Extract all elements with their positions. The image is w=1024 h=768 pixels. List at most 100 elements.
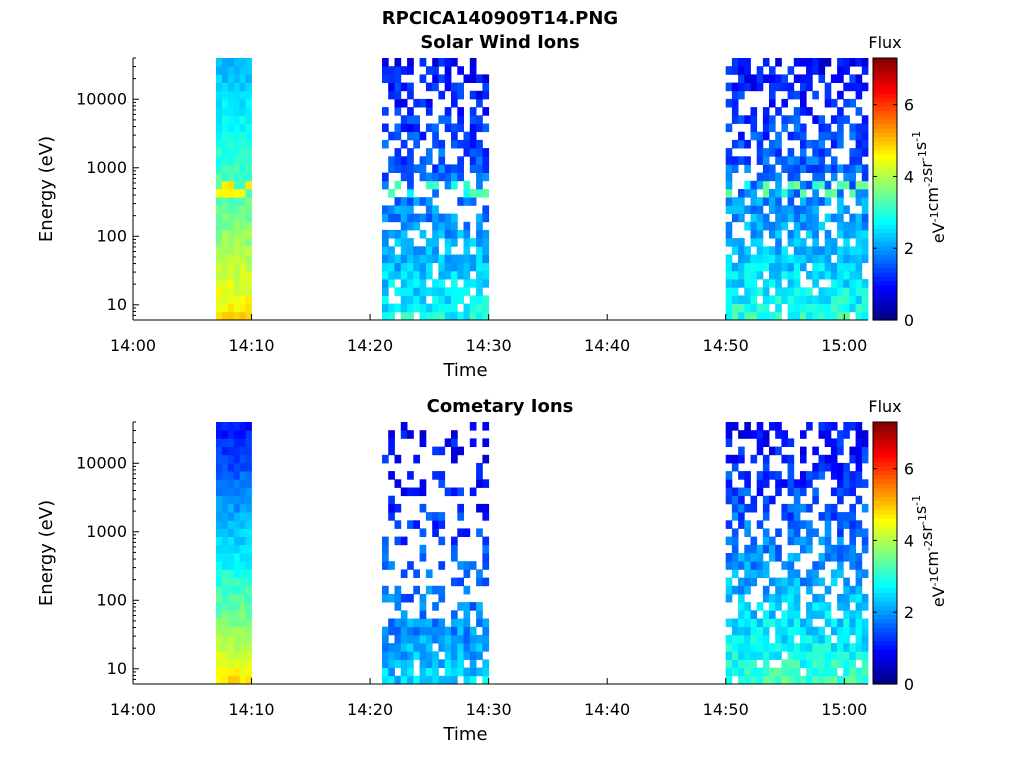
heatmap-cell <box>216 462 223 472</box>
colorbar-segment <box>873 92 897 98</box>
heatmap-cell <box>769 311 776 321</box>
heatmap-cell <box>731 115 739 124</box>
colorbar-title: Flux <box>868 33 901 52</box>
heatmap-cell <box>793 180 801 190</box>
heatmap-cell <box>407 172 414 182</box>
heatmap-cell <box>221 131 229 141</box>
heatmap-cell <box>806 675 813 685</box>
heatmap-cell <box>438 295 446 304</box>
heatmap-cell <box>438 58 446 67</box>
heatmap-cell <box>787 618 795 628</box>
heatmap-cell <box>855 577 863 587</box>
heatmap-cell <box>476 528 483 537</box>
heatmap-cell <box>476 610 483 619</box>
heatmap-cell <box>800 287 807 296</box>
heatmap-cell <box>382 675 389 685</box>
heatmap-cell <box>216 520 223 529</box>
heatmap-cell <box>849 82 856 92</box>
heatmap-cell <box>407 205 414 214</box>
heatmap-cell <box>245 487 252 497</box>
heatmap-cell <box>413 675 420 685</box>
heatmap-cell <box>756 148 764 157</box>
heatmap-cell <box>855 90 863 100</box>
heatmap-cell <box>861 675 869 685</box>
heatmap-cell <box>239 123 246 133</box>
heatmap-cell <box>775 651 782 660</box>
heatmap-cell <box>861 643 869 652</box>
heatmap-cell <box>469 131 477 141</box>
heatmap-cell <box>849 295 856 304</box>
heatmap-cell <box>738 602 745 611</box>
heatmap-cell <box>469 148 477 157</box>
heatmap-cell <box>394 74 402 83</box>
heatmap-cell <box>476 667 483 677</box>
heatmap-cell <box>750 205 758 214</box>
heatmap-cell <box>738 58 745 67</box>
heatmap-cell <box>849 98 856 108</box>
heatmap-cell <box>781 659 788 668</box>
heatmap-cell <box>787 82 795 92</box>
heatmap-cell <box>245 651 252 660</box>
heatmap-cell <box>221 74 229 83</box>
heatmap-cell <box>800 58 807 67</box>
heatmap-cell <box>769 422 776 431</box>
heatmap-cell <box>837 66 844 75</box>
heatmap-cell <box>830 462 838 472</box>
heatmap-cell <box>394 90 402 100</box>
heatmap-cell <box>812 213 819 223</box>
heatmap-cell <box>800 520 807 529</box>
heatmap-cell <box>824 659 832 668</box>
heatmap-cell <box>469 66 477 75</box>
heatmap-cell <box>812 634 819 644</box>
heatmap-cell <box>818 74 826 83</box>
heatmap-cell <box>830 213 838 223</box>
heatmap-cell <box>824 189 832 198</box>
heatmap-cell <box>221 626 229 636</box>
heatmap-cell <box>738 667 745 677</box>
heatmap-cell <box>245 675 252 685</box>
heatmap-cell <box>769 189 776 198</box>
heatmap-cell <box>775 74 782 83</box>
heatmap-cell <box>444 238 452 247</box>
heatmap-cell <box>407 197 414 206</box>
heatmap-cell <box>469 303 477 313</box>
heatmap-cell <box>793 577 801 587</box>
colorbar-segment <box>873 232 897 238</box>
heatmap-cell <box>750 287 758 296</box>
heatmap-cell <box>394 58 402 67</box>
heatmap-cell <box>843 115 850 124</box>
heatmap-cell <box>227 512 235 521</box>
heatmap-cell <box>221 487 229 497</box>
heatmap-cell <box>239 279 246 288</box>
heatmap-cell <box>800 536 807 546</box>
heatmap-cell <box>762 197 770 206</box>
heatmap-cell <box>855 471 863 480</box>
heatmap-cell <box>756 246 764 255</box>
heatmap-cell <box>843 634 850 644</box>
heatmap-cell <box>413 279 420 288</box>
heatmap-cell <box>438 221 446 231</box>
heatmap-cell <box>451 430 458 439</box>
heatmap-cell <box>849 593 856 603</box>
x-axis-label: Time <box>442 360 487 381</box>
heatmap-cell <box>432 254 439 264</box>
heatmap-cell <box>750 303 758 313</box>
heatmap-cell <box>806 471 813 480</box>
heatmap-cell <box>221 213 229 223</box>
heatmap-cell <box>482 270 490 280</box>
heatmap-cell <box>432 675 439 685</box>
heatmap-cell <box>861 430 869 439</box>
heatmap-cell <box>221 270 229 280</box>
heatmap-cell <box>818 221 826 231</box>
heatmap-cell <box>843 610 850 619</box>
heatmap-cell <box>227 602 235 611</box>
heatmap-cell <box>221 585 229 595</box>
heatmap-cell <box>861 454 869 464</box>
heatmap-cell <box>438 148 446 157</box>
heatmap-cell <box>837 430 844 439</box>
heatmap-cell <box>233 164 241 173</box>
heatmap-cell <box>457 229 464 239</box>
heatmap-cell <box>463 602 471 611</box>
heatmap-cell <box>239 593 246 603</box>
heatmap-cell <box>388 279 395 288</box>
